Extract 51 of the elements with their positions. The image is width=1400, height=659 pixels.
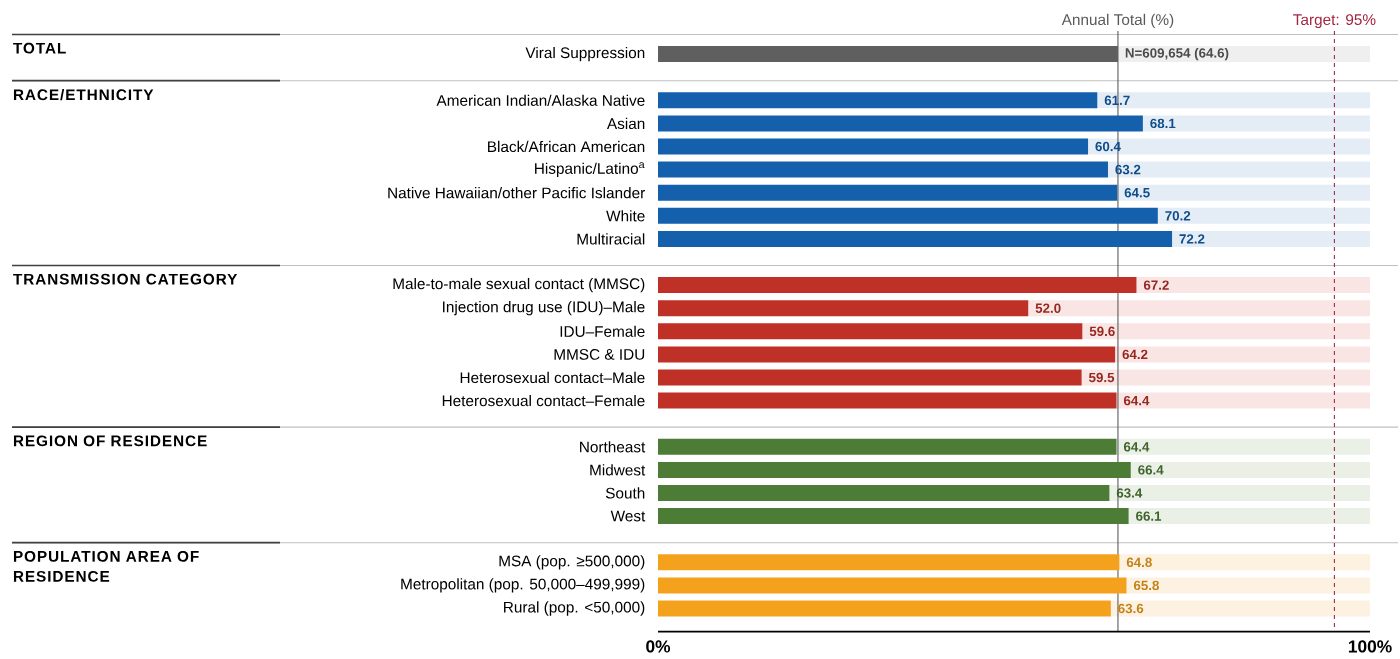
data-label: 64.5 bbox=[1124, 187, 1150, 198]
text: RACE/ETHNICITY bbox=[13, 88, 154, 101]
y-tick-label: Rural (pop. <50,000) bbox=[504, 601, 645, 616]
x-tick-label: 0% bbox=[646, 640, 671, 653]
y-tick-label: MMSC & IDU bbox=[554, 348, 645, 360]
ref-line-label: Target: 95% bbox=[1293, 14, 1376, 29]
y-tick-label: Injection drug use (IDU)–Male bbox=[443, 301, 645, 316]
data-label: 64.2 bbox=[1122, 349, 1148, 360]
y-tick-label: Multiracial bbox=[577, 233, 645, 245]
text: TRANSMISSION CATEGORY bbox=[13, 273, 238, 285]
y-tick-label: South bbox=[605, 487, 645, 499]
y-tick-label: Viral Suppression bbox=[525, 46, 645, 62]
y-tick-label: Midwest bbox=[590, 464, 646, 476]
text: REGION OF RESIDENCE bbox=[13, 435, 207, 447]
y-tick-label: Black/African American bbox=[488, 140, 645, 153]
data-label: 66.1 bbox=[1136, 511, 1162, 521]
data-label: 64.4 bbox=[1123, 395, 1150, 406]
data-label: N=609,654 (64.6) bbox=[1125, 47, 1229, 61]
y-tick-label: Hispanic/Latino$^{a}$ bbox=[535, 162, 645, 177]
data-label: 65.8 bbox=[1133, 580, 1159, 591]
y-tick-label: Male-to-male sexual contact (MMSC) bbox=[393, 277, 645, 293]
data-label: 60.4 bbox=[1095, 141, 1121, 152]
y-tick-label: Heterosexual contact–Female bbox=[442, 394, 645, 407]
data-label: 72.2 bbox=[1179, 234, 1205, 244]
y-tick-label: Asian bbox=[606, 117, 645, 130]
data-label: 63.6 bbox=[1118, 603, 1144, 614]
text: TOTAL bbox=[13, 42, 66, 54]
data-label: 64.8 bbox=[1126, 557, 1152, 568]
y-tick-label: White bbox=[606, 210, 645, 222]
data-label: 68.1 bbox=[1150, 118, 1176, 129]
y-tick-label: Northeast bbox=[580, 441, 646, 453]
y-tick-label: Native Hawaiian/other Pacific Islander bbox=[388, 187, 645, 199]
data-label: 64.4 bbox=[1123, 442, 1150, 452]
data-label: 67.2 bbox=[1143, 280, 1169, 290]
y-tick-label: American Indian/Alaska Native bbox=[436, 94, 645, 106]
data-label: 59.5 bbox=[1088, 372, 1115, 383]
data-label: 63.4 bbox=[1116, 488, 1143, 498]
y-tick-label: Heterosexual contact–Male bbox=[460, 371, 645, 384]
x-tick-label: 100% bbox=[1348, 640, 1392, 653]
data-label: 66.4 bbox=[1138, 465, 1164, 475]
ref-line-label: Annual Total (%) bbox=[1061, 13, 1174, 29]
y-tick-label: IDU–Female bbox=[560, 325, 645, 337]
y-tick-label: Metropolitan (pop. 50,000–499,999) bbox=[401, 578, 645, 593]
y-tick-label: West bbox=[610, 510, 646, 522]
data-label: 61.7 bbox=[1104, 95, 1130, 106]
data-label: 70.2 bbox=[1165, 211, 1191, 221]
data-label: 52.0 bbox=[1035, 303, 1061, 313]
text: POPULATION AREA OF RESIDENCE bbox=[13, 550, 199, 582]
y-tick-label: MSA (pop. ≥500,000) bbox=[499, 555, 645, 570]
data-label: 59.6 bbox=[1089, 326, 1115, 337]
data-label: 63.2 bbox=[1115, 164, 1141, 175]
